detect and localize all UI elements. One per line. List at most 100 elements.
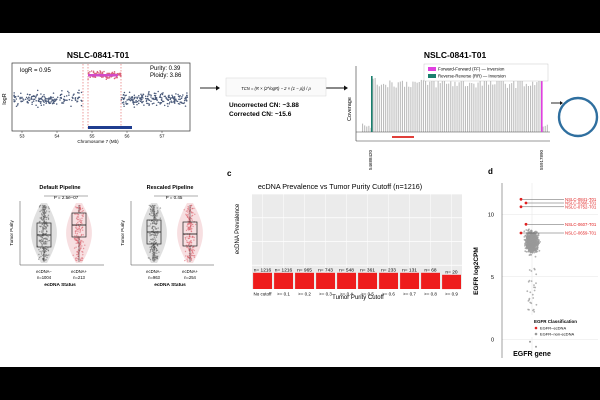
coverage-bar (387, 87, 389, 132)
legend-ff-swatch (428, 67, 436, 71)
coverage-bar (395, 87, 397, 132)
violin-rescaled-pvalue: P = 0.45 (166, 195, 183, 200)
purity-point (154, 252, 156, 254)
cn-point (29, 93, 31, 96)
purity-point (184, 238, 187, 240)
purity-point (38, 258, 40, 260)
panel-b-legend (423, 63, 549, 82)
purity-point (150, 223, 152, 225)
cn-point (37, 106, 39, 108)
cn-point (171, 94, 173, 96)
purity-point (81, 245, 83, 247)
purity-point (187, 207, 189, 210)
purity-point (80, 247, 82, 249)
sample-point (535, 345, 537, 348)
highlight-label: NSLC-0841-T01 (565, 197, 597, 202)
purity-point (150, 239, 152, 241)
violin-default-n-0: n=1004 (37, 275, 52, 280)
bar-category-label: >= 0.9 (445, 292, 458, 297)
cn-point (175, 100, 178, 102)
highlight-label: NSLC-0659-T01 (565, 231, 597, 236)
cn-point (162, 100, 165, 103)
coverage-bar (506, 87, 508, 132)
cn-point (100, 72, 102, 74)
purity-point (45, 226, 47, 229)
purity-point (40, 253, 43, 255)
cn-point (78, 92, 80, 94)
purity-point (151, 205, 154, 207)
cn-point (37, 99, 40, 102)
cn-point (131, 99, 133, 101)
legend-ecdna-label: EGFR−ecDNA (540, 326, 566, 331)
panel-c: c ecDNA Prevalence vs Tumor Purity Cutof… (227, 169, 462, 301)
coverage-bar (467, 86, 469, 132)
cn-point (148, 99, 151, 101)
coverage-bar (525, 83, 527, 132)
purity-point (76, 223, 78, 225)
arrow-head-c (560, 101, 563, 105)
cn-point (151, 97, 154, 100)
panel-d-xlabel: EGFR gene (513, 351, 551, 358)
purity-point (44, 233, 47, 235)
cn-point (179, 98, 181, 100)
purity-point (187, 228, 189, 230)
cn-point (66, 99, 68, 101)
purity-point (38, 221, 41, 223)
coverage-bar (546, 124, 548, 132)
bar-n-label: n= 20 (445, 269, 457, 275)
sample-point (528, 231, 531, 234)
bar (337, 272, 356, 289)
cn-formula: TCN = (R × (2^logR) − 2 × (1 − ρ)) / ρ U… (225, 77, 327, 118)
purity-point (45, 216, 47, 218)
purity-point (76, 227, 78, 229)
cn-point (90, 70, 93, 72)
sample-point (529, 251, 532, 254)
purity-point (81, 226, 84, 229)
cn-point (89, 76, 91, 79)
purity-point (75, 239, 78, 242)
cn-point (185, 97, 187, 100)
purity-point (188, 212, 190, 214)
purity-point (80, 257, 82, 260)
coverage-bar (502, 81, 504, 132)
cn-point (106, 72, 108, 75)
cn-point (68, 94, 70, 96)
purity-point (192, 223, 194, 225)
cn-point (80, 91, 83, 94)
purity-point (152, 225, 154, 227)
cn-point (144, 95, 147, 97)
purity-point (185, 255, 187, 257)
cn-point (185, 99, 188, 101)
purity-point (41, 244, 44, 246)
purity-point (46, 243, 48, 245)
cn-point (52, 92, 55, 94)
cn-point (143, 104, 145, 106)
cn-point (71, 99, 73, 102)
purity-point (186, 240, 188, 242)
cn-point (171, 101, 173, 104)
sample-point (528, 254, 531, 256)
purity-point (149, 208, 152, 210)
purity-point (187, 260, 189, 262)
purity-point (76, 250, 78, 253)
coverage-bar (372, 78, 374, 132)
purity-point (188, 234, 191, 236)
cn-point (72, 94, 75, 96)
cn-point (136, 100, 139, 103)
cn-point (32, 100, 35, 102)
violin-rescaled-ylabel: Tumor Purity (120, 219, 125, 245)
coverage-bar (454, 81, 456, 132)
cn-point (126, 99, 128, 101)
purity-point (81, 219, 83, 222)
coverage-bar (485, 79, 487, 132)
x-tick-label: 54 (54, 134, 60, 139)
cn-point (177, 95, 180, 97)
coverage-bar (452, 86, 454, 132)
purity-point (154, 256, 156, 258)
cn-point (116, 76, 118, 79)
coverage-bar (509, 84, 511, 132)
sample-point (534, 239, 537, 241)
bar-category-label: >= 0.7 (403, 292, 416, 297)
bar-n-label: n= 743 (318, 267, 333, 273)
